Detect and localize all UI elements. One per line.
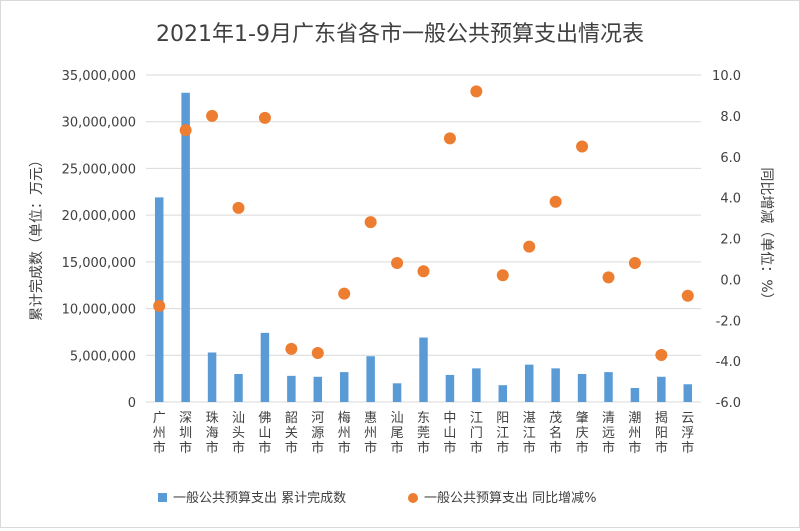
bar <box>392 383 402 402</box>
category-label: 江门市 <box>470 411 483 456</box>
bar <box>313 376 323 402</box>
right-tick-label: 10.0 <box>712 69 741 84</box>
left-axis-label: 累计完成数（单位：万元） <box>29 153 45 321</box>
bar <box>445 374 455 402</box>
gridlines <box>146 74 701 403</box>
category-label: 韶关市 <box>285 410 298 456</box>
scatter-point <box>285 342 298 355</box>
left-tick-label: 35,000,000 <box>62 69 136 84</box>
category-label: 汕头市 <box>232 411 245 456</box>
category-label: 佛山市 <box>258 411 271 456</box>
legend-dot-swatch <box>408 493 418 503</box>
bar <box>498 385 508 402</box>
bar <box>657 376 666 402</box>
category-label: 珠海市 <box>206 411 219 456</box>
right-tick-label: -6.0 <box>716 396 741 411</box>
scatter-point <box>549 195 562 208</box>
bar <box>472 368 481 402</box>
scatter-point <box>153 299 166 312</box>
legend-dot-label: 一般公共预算支出 同比增减% <box>424 490 597 506</box>
bar <box>419 337 428 402</box>
scatter-point <box>311 346 324 359</box>
right-tick-label: 2.0 <box>720 233 741 248</box>
category-label: 广州市 <box>153 411 166 456</box>
category-label: 肇庆市 <box>576 411 589 456</box>
right-axis-ticks: -6.0 -4.0 -2.0 0.0 2.0 4.0 6.0 8.0 10.0 <box>712 69 741 411</box>
legend-bar-label: 一般公共预算支出 累计完成数 <box>173 490 346 506</box>
bar <box>260 332 270 402</box>
bar <box>207 352 217 402</box>
category-label: 云浮市 <box>681 411 694 456</box>
left-tick-label: 30,000,000 <box>62 116 136 131</box>
bar <box>339 372 349 402</box>
scatter-point <box>364 216 377 229</box>
category-label: 清远市 <box>602 411 615 456</box>
category-label: 湛江市 <box>523 411 536 456</box>
scatter-point <box>496 269 509 282</box>
category-label: 东莞市 <box>417 411 430 456</box>
left-tick-label: 10,000,000 <box>62 303 136 318</box>
right-tick-label: 0.0 <box>720 273 741 288</box>
scatter-point <box>628 257 641 270</box>
category-label: 揭阳市 <box>655 411 668 456</box>
scatter-point <box>523 240 536 253</box>
category-label: 中山市 <box>443 411 456 456</box>
scatter-point <box>443 132 456 145</box>
bar <box>366 356 375 402</box>
scatter-point <box>681 289 694 302</box>
scatter-point <box>206 109 219 122</box>
chart-title: 2021年1-9月广东省各市一般公共预算支出情况表 <box>156 22 644 47</box>
left-tick-label: 20,000,000 <box>62 209 136 224</box>
right-tick-label: -2.0 <box>716 314 741 329</box>
category-label: 潮州市 <box>628 411 641 456</box>
category-label: 河源市 <box>311 411 324 456</box>
scatter-point <box>576 140 589 153</box>
legend: 一般公共预算支出 累计完成数 一般公共预算支出 同比增减% <box>158 490 597 506</box>
bar <box>604 372 613 402</box>
right-tick-label: 8.0 <box>720 110 741 125</box>
scatter-series <box>153 85 694 361</box>
category-label: 惠州市 <box>364 411 377 456</box>
bar <box>577 373 587 402</box>
left-tick-label: 25,000,000 <box>62 162 136 177</box>
bar <box>551 368 560 402</box>
category-label: 茂名市 <box>549 411 562 456</box>
right-axis-label: 同比增减（单位：%） <box>758 167 774 306</box>
left-tick-label: 15,000,000 <box>62 256 136 271</box>
scatter-point <box>232 201 245 214</box>
left-axis-ticks: 0 5,000,000 10,000,000 15,000,000 20,000,000… <box>62 69 136 411</box>
right-tick-label: 6.0 <box>720 151 741 166</box>
category-label: 梅州市 <box>338 411 351 456</box>
scatter-point <box>338 287 351 300</box>
bar <box>181 92 190 402</box>
bar <box>234 373 243 402</box>
legend-bar-swatch <box>158 493 167 502</box>
scatter-point <box>470 85 483 98</box>
bar <box>683 384 693 402</box>
bar <box>154 197 164 402</box>
left-tick-label: 0 <box>128 396 136 411</box>
bar <box>287 375 296 402</box>
scatter-point <box>417 265 430 278</box>
left-tick-label: 5,000,000 <box>70 349 136 364</box>
category-label: 阳江市 <box>496 411 509 456</box>
bar <box>524 364 534 402</box>
category-label: 汕尾市 <box>391 411 404 456</box>
right-tick-label: -4.0 <box>716 355 741 370</box>
right-tick-label: 4.0 <box>720 192 741 207</box>
scatter-point <box>391 257 404 270</box>
scatter-point <box>258 111 271 124</box>
scatter-point <box>179 124 192 137</box>
category-label: 深圳市 <box>179 411 192 456</box>
bar <box>630 387 640 402</box>
bar-series <box>154 92 693 402</box>
scatter-point <box>655 348 668 361</box>
scatter-point <box>602 271 615 284</box>
